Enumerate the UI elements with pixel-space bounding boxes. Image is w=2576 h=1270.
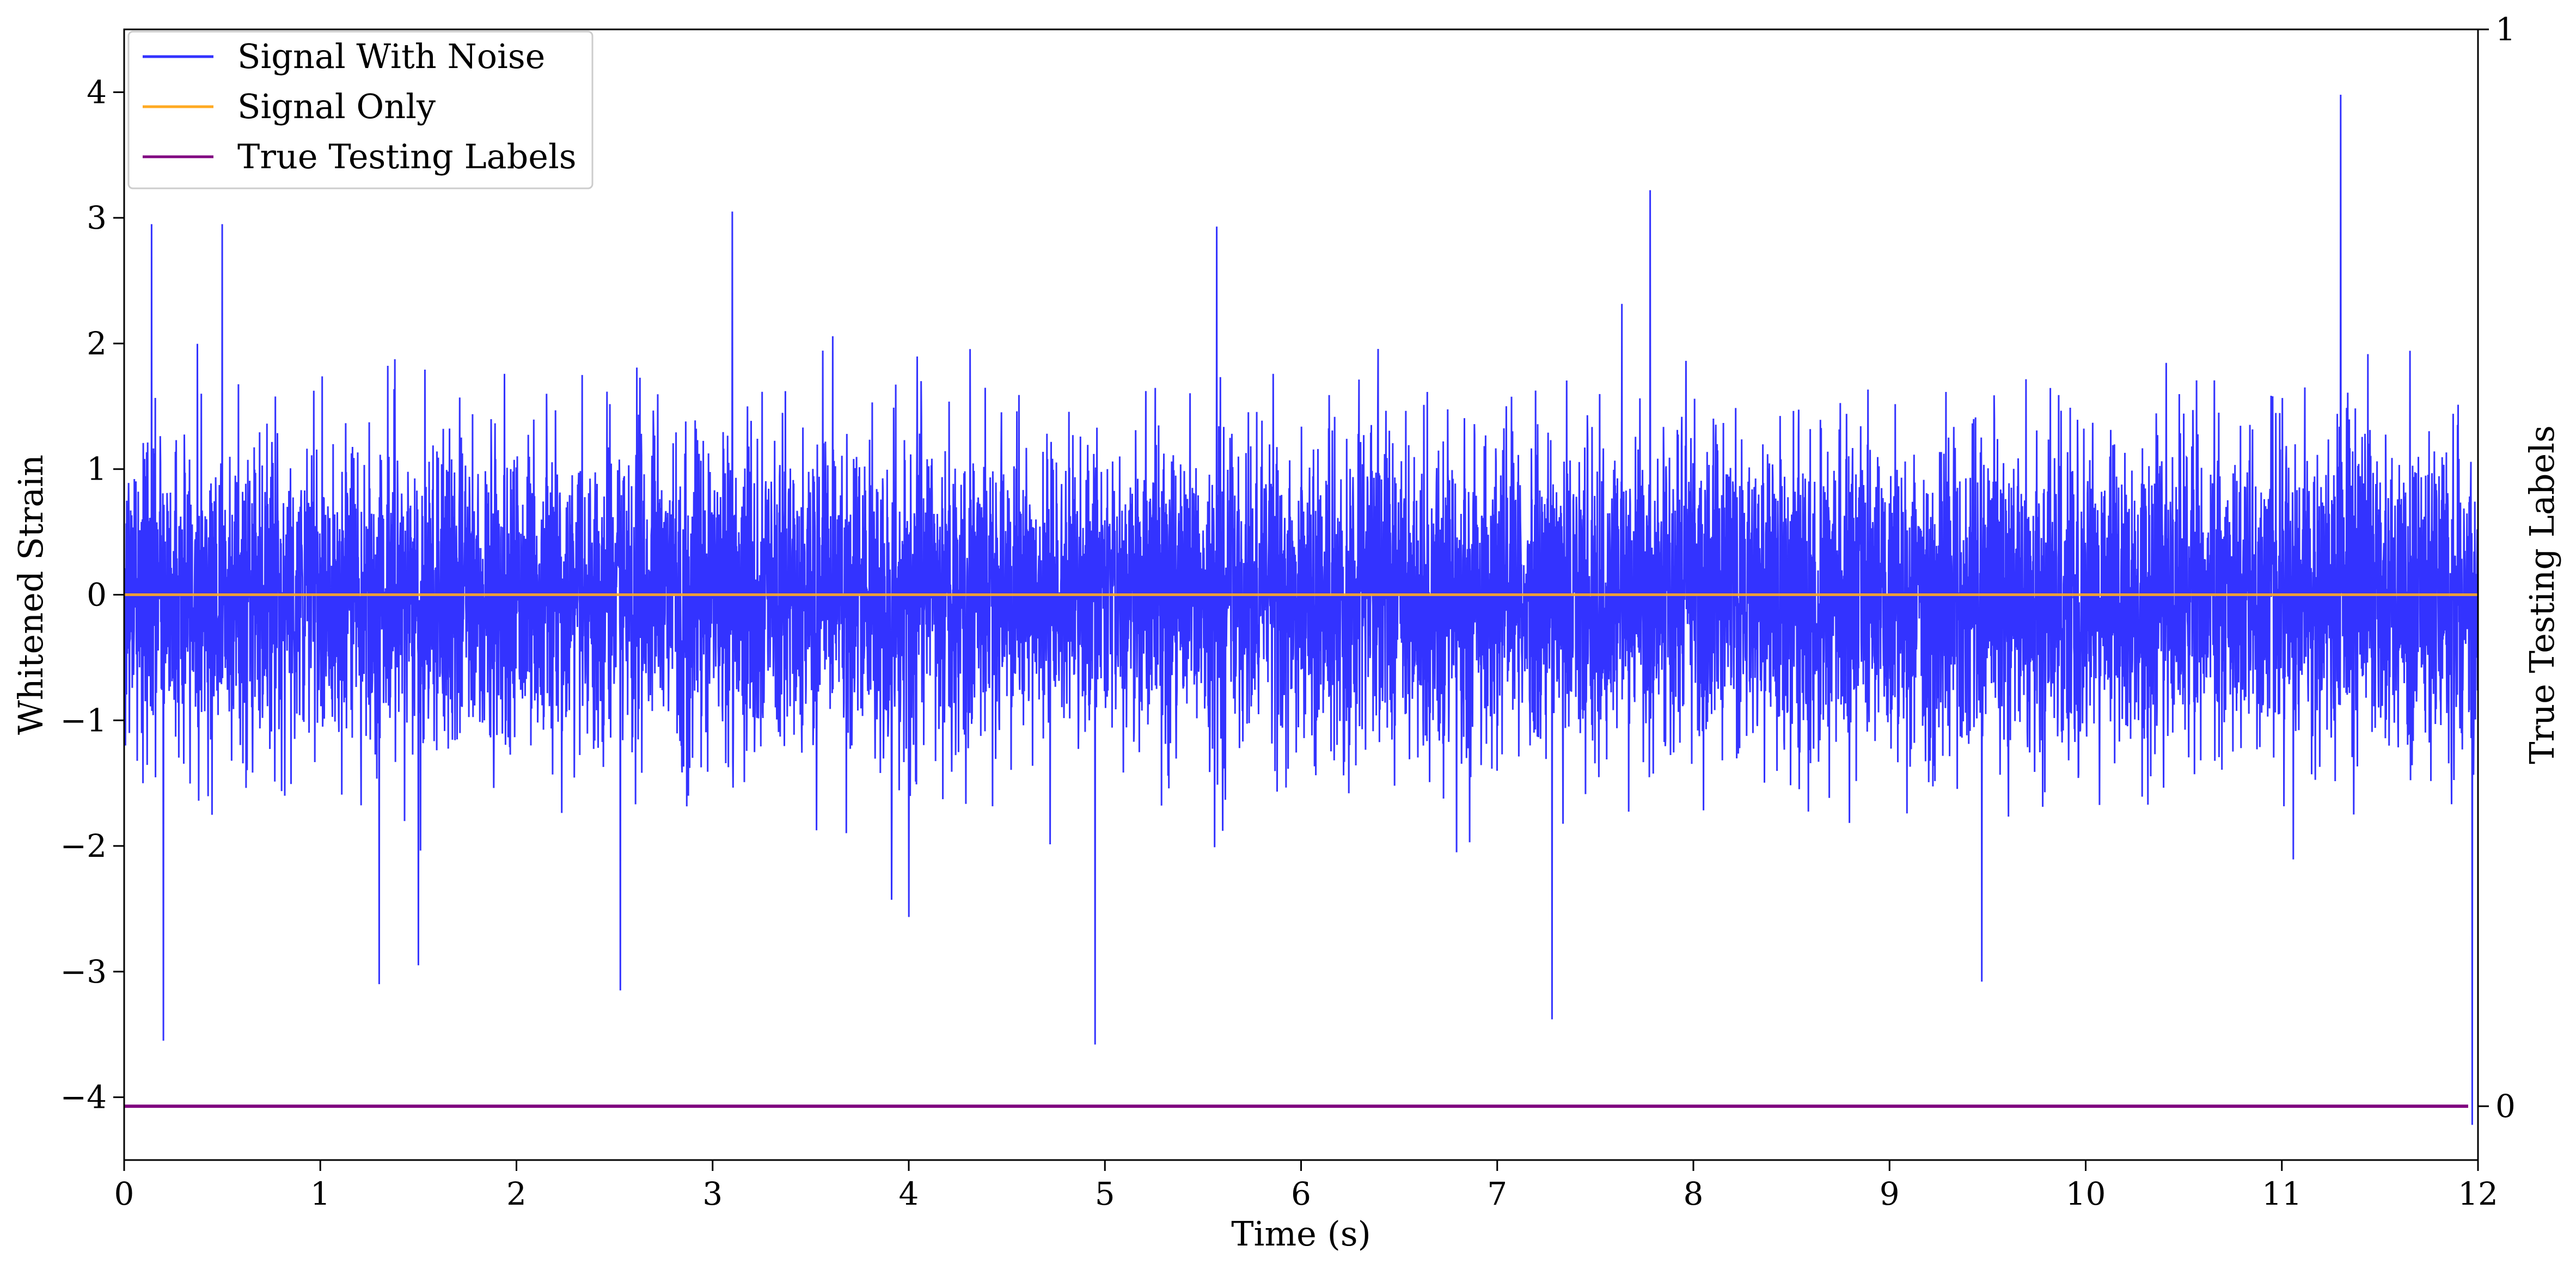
y-tick-label: 2 — [87, 325, 107, 362]
y2-axis-title: True Testing Labels — [2522, 425, 2562, 764]
y-tick-label: −3 — [60, 953, 107, 990]
x-axis-ticks: 0 1 2 3 4 5 6 7 8 9 10 11 12 — [114, 1160, 2498, 1212]
y-tick-label: 3 — [87, 199, 107, 236]
legend-label-true-testing-labels: True Testing Labels — [237, 137, 577, 176]
series-layer — [123, 94, 2479, 1125]
x-tick-label: 10 — [2066, 1175, 2106, 1212]
x-tick-label: 4 — [899, 1175, 919, 1212]
legend-label-signal-with-noise: Signal With Noise — [237, 36, 545, 76]
y2-tick-label: 1 — [2495, 11, 2516, 48]
x-tick-label: 9 — [1880, 1175, 1900, 1212]
x-tick-label: 2 — [506, 1175, 527, 1212]
y2-tick-label: 0 — [2495, 1088, 2516, 1125]
legend-box — [127, 30, 593, 189]
y-axis-ticks: −4 −3 −2 −1 0 1 2 3 4 — [60, 73, 124, 1116]
series-signal-with-noise — [123, 94, 2479, 1125]
y-tick-label: −2 — [60, 827, 107, 864]
x-tick-label: 1 — [310, 1175, 331, 1212]
legend-label-signal-only: Signal Only — [237, 87, 436, 126]
x-tick-label: 12 — [2458, 1175, 2498, 1212]
x-tick-label: 6 — [1291, 1175, 1311, 1212]
x-tick-label: 5 — [1095, 1175, 1115, 1212]
x-axis-title: Time (s) — [1231, 1214, 1371, 1254]
x-tick-label: 11 — [2262, 1175, 2302, 1212]
y-tick-label: −4 — [60, 1079, 107, 1116]
x-tick-label: 8 — [1684, 1175, 1704, 1212]
y-tick-label: 1 — [87, 451, 107, 488]
y-tick-label: −1 — [60, 702, 107, 739]
x-tick-label: 3 — [702, 1175, 723, 1212]
x-tick-label: 0 — [114, 1175, 134, 1212]
y-axis-title: Whitened Strain — [11, 455, 51, 735]
y-tick-label: 0 — [87, 576, 107, 613]
y2-axis-ticks: 01 — [2478, 11, 2516, 1125]
x-tick-label: 7 — [1487, 1175, 1507, 1212]
y-tick-label: 4 — [87, 73, 107, 111]
legend: Signal With Noise Signal Only True Testi… — [127, 30, 593, 189]
